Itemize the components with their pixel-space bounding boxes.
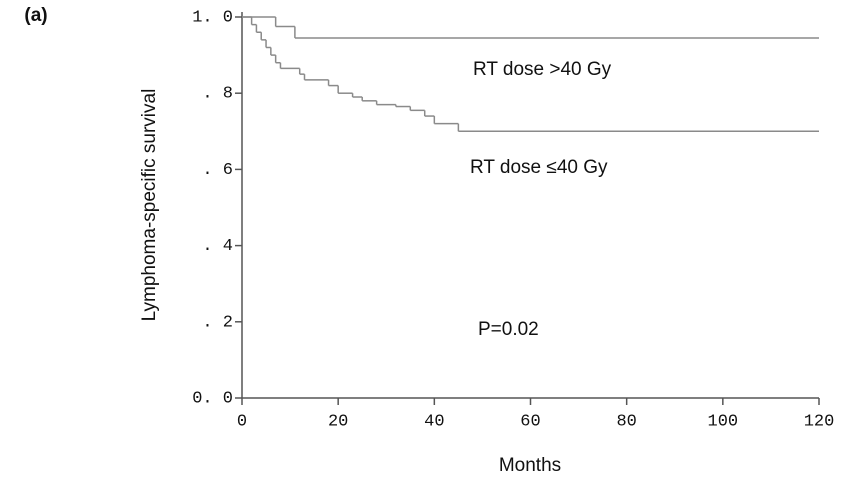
panel-label: (a)	[24, 5, 47, 26]
annotation: RT dose ≤40 Gy	[470, 157, 608, 178]
y-tick-label: 1. 0	[192, 8, 233, 27]
x-tick-label: 80	[616, 412, 636, 431]
y-tick-label: . 8	[202, 85, 233, 104]
y-tick-label: 0. 0	[192, 389, 233, 408]
y-axis-label: Lymphoma-specific survival	[139, 89, 160, 322]
y-tick-label: . 4	[202, 237, 233, 256]
x-tick-label: 20	[328, 412, 348, 431]
annotation: RT dose >40 Gy	[473, 59, 612, 80]
x-tick-label: 100	[708, 412, 739, 431]
x-tick-label: 0	[237, 412, 247, 431]
x-tick-label: 40	[424, 412, 444, 431]
x-tick-label: 120	[804, 412, 835, 431]
annotation: P=0.02	[478, 319, 539, 340]
x-axis-label: Months	[499, 455, 561, 476]
y-tick-label: . 6	[202, 161, 233, 180]
y-tick-label: . 2	[202, 313, 233, 332]
x-tick-label: 60	[520, 412, 540, 431]
